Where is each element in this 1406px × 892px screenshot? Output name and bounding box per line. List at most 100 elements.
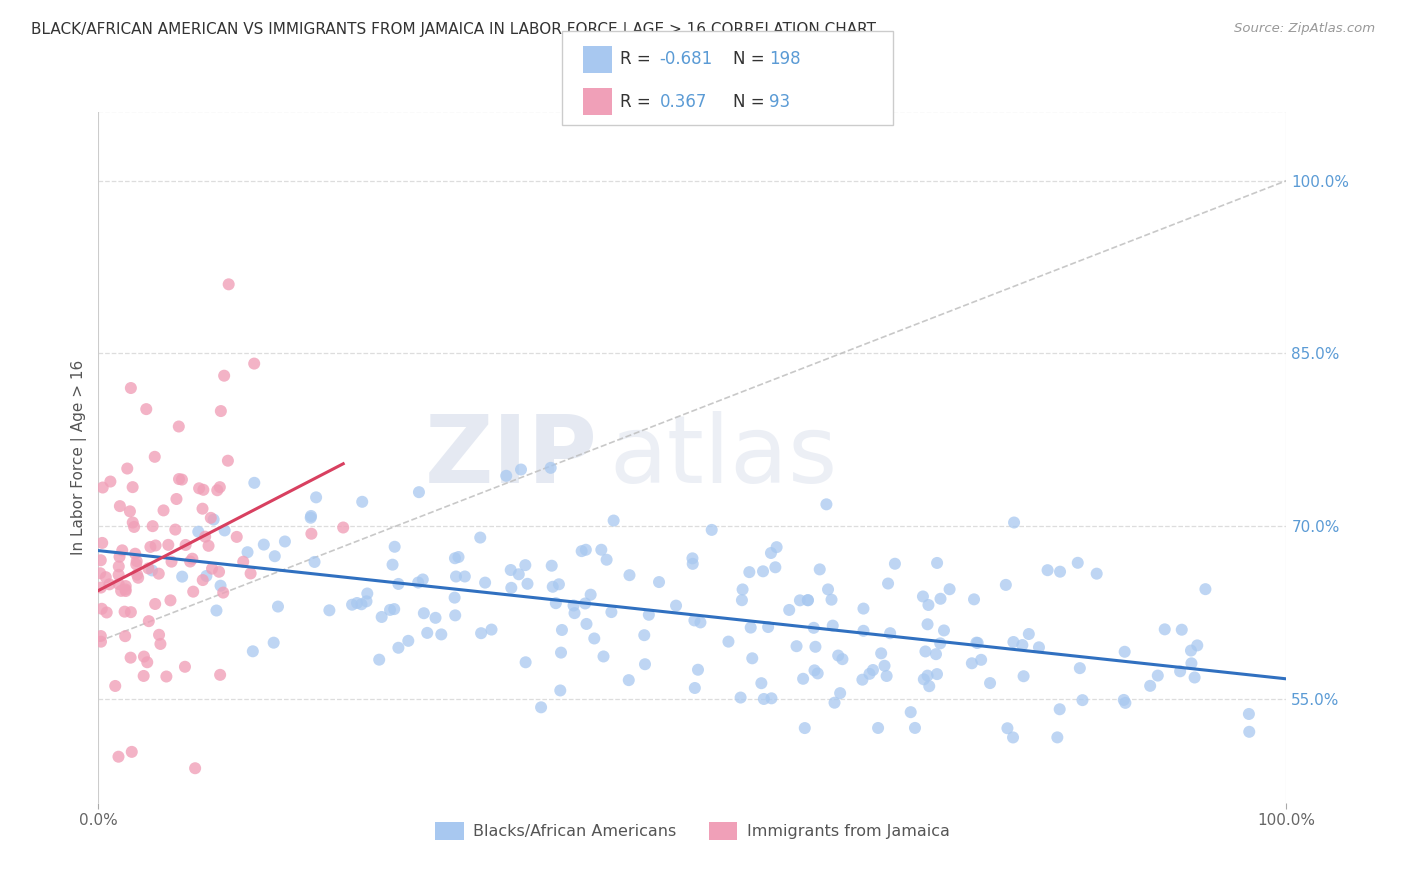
Point	[1114, 696, 1136, 710]
Point	[138, 561, 160, 575]
Point	[830, 686, 852, 700]
Text: -0.681: -0.681	[659, 51, 713, 69]
Point	[862, 663, 884, 677]
Point	[121, 516, 143, 530]
Point	[562, 599, 585, 613]
Point	[430, 627, 453, 641]
Point	[193, 483, 215, 497]
Point	[242, 644, 264, 658]
Point	[350, 597, 373, 611]
Point	[929, 636, 952, 650]
Point	[356, 594, 378, 608]
Point	[761, 691, 783, 706]
Point	[595, 552, 617, 566]
Point	[515, 558, 537, 573]
Point	[188, 481, 211, 495]
Point	[225, 530, 247, 544]
Point	[541, 580, 564, 594]
Point	[122, 520, 145, 534]
Point	[332, 520, 354, 534]
Point	[516, 576, 538, 591]
Point	[1112, 693, 1135, 707]
Point	[107, 577, 129, 591]
Point	[108, 549, 131, 564]
Point	[912, 673, 935, 687]
Point	[157, 538, 180, 552]
Point	[731, 582, 754, 597]
Point	[914, 644, 936, 658]
Point	[1071, 693, 1094, 707]
Point	[98, 577, 121, 591]
Point	[682, 557, 704, 571]
Point	[135, 402, 157, 417]
Point	[548, 683, 571, 698]
Text: BLACK/AFRICAN AMERICAN VS IMMIGRANTS FROM JAMAICA IN LABOR FORCE | AGE > 16 CORR: BLACK/AFRICAN AMERICAN VS IMMIGRANTS FRO…	[31, 22, 876, 38]
Point	[717, 634, 740, 648]
Point	[551, 623, 574, 637]
Point	[778, 603, 800, 617]
Point	[1049, 565, 1071, 579]
Point	[1067, 556, 1090, 570]
Point	[155, 669, 177, 683]
Point	[583, 632, 606, 646]
Point	[197, 539, 219, 553]
Point	[114, 584, 136, 599]
Point	[925, 647, 948, 661]
Point	[167, 419, 190, 434]
Point	[444, 608, 467, 623]
Point	[104, 679, 127, 693]
Point	[960, 657, 983, 671]
Point	[765, 540, 787, 554]
Point	[444, 551, 467, 566]
Point	[89, 566, 111, 581]
Point	[396, 633, 419, 648]
Point	[217, 453, 239, 467]
Point	[1012, 669, 1035, 683]
Point	[925, 667, 948, 681]
Point	[232, 555, 254, 569]
Point	[637, 607, 659, 622]
Point	[1237, 706, 1260, 721]
Point	[114, 579, 136, 593]
Point	[851, 673, 873, 687]
Point	[243, 475, 266, 490]
Point	[202, 512, 225, 526]
Point	[579, 588, 602, 602]
Point	[1028, 640, 1050, 655]
Point	[966, 636, 988, 650]
Text: 198: 198	[769, 51, 800, 69]
Point	[121, 745, 143, 759]
Point	[731, 593, 754, 607]
Point	[139, 540, 162, 554]
Point	[997, 721, 1019, 735]
Point	[1180, 643, 1202, 657]
Point	[1171, 623, 1194, 637]
Point	[1153, 623, 1175, 637]
Point	[852, 624, 875, 638]
Point	[929, 591, 952, 606]
Point	[752, 692, 775, 706]
Point	[979, 676, 1001, 690]
Point	[114, 605, 136, 619]
Point	[911, 590, 934, 604]
Point	[120, 650, 142, 665]
Point	[1018, 627, 1040, 641]
Point	[1069, 661, 1091, 675]
Point	[730, 690, 752, 705]
Point	[132, 649, 155, 664]
Point	[299, 510, 322, 524]
Point	[963, 592, 986, 607]
Point	[763, 560, 786, 574]
Point	[1184, 671, 1206, 685]
Point	[191, 501, 214, 516]
Point	[876, 669, 898, 683]
Point	[143, 597, 166, 611]
Point	[90, 553, 112, 567]
Point	[201, 562, 224, 576]
Point	[90, 581, 112, 595]
Point	[792, 672, 814, 686]
Text: N =: N =	[733, 93, 769, 111]
Point	[406, 575, 429, 590]
Point	[917, 598, 939, 612]
Point	[994, 578, 1017, 592]
